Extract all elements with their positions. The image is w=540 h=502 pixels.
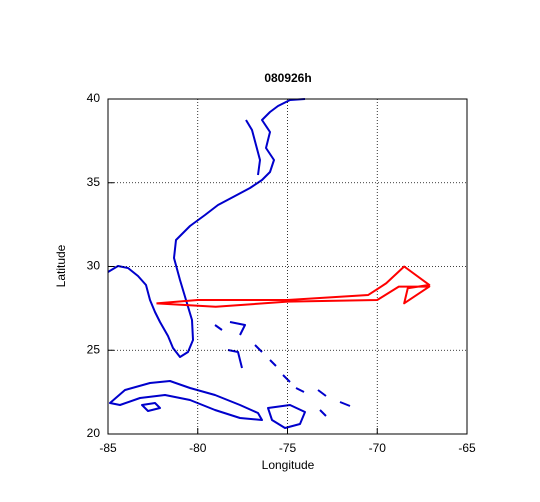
plot-area bbox=[108, 99, 467, 434]
chart-title: 080926h bbox=[264, 71, 311, 85]
x-tick-label: -85 bbox=[99, 441, 117, 455]
coastline-bahamas bbox=[214, 321, 351, 417]
coastline bbox=[107, 98, 351, 429]
y-tick-label: 35 bbox=[87, 175, 101, 189]
y-tick-label: 20 bbox=[87, 426, 101, 440]
x-tick-label: -70 bbox=[369, 441, 387, 455]
x-tick-label: -65 bbox=[458, 441, 476, 455]
y-tick-label: 30 bbox=[87, 259, 101, 273]
coastline-jamaica bbox=[141, 402, 161, 412]
x-tick-label: -80 bbox=[189, 441, 207, 455]
y-tick-label: 25 bbox=[87, 342, 101, 356]
x-tick-label: -75 bbox=[279, 441, 297, 455]
coastline-cuba bbox=[109, 380, 263, 421]
coastline-us bbox=[107, 98, 306, 358]
x-axis-label: Longitude bbox=[262, 458, 315, 472]
flight-track bbox=[156, 265, 431, 308]
coastline-bay bbox=[245, 119, 261, 176]
coastline-hispaniola bbox=[267, 404, 306, 429]
y-tick-label: 40 bbox=[87, 91, 101, 105]
y-axis-label: Latitude bbox=[54, 244, 68, 287]
